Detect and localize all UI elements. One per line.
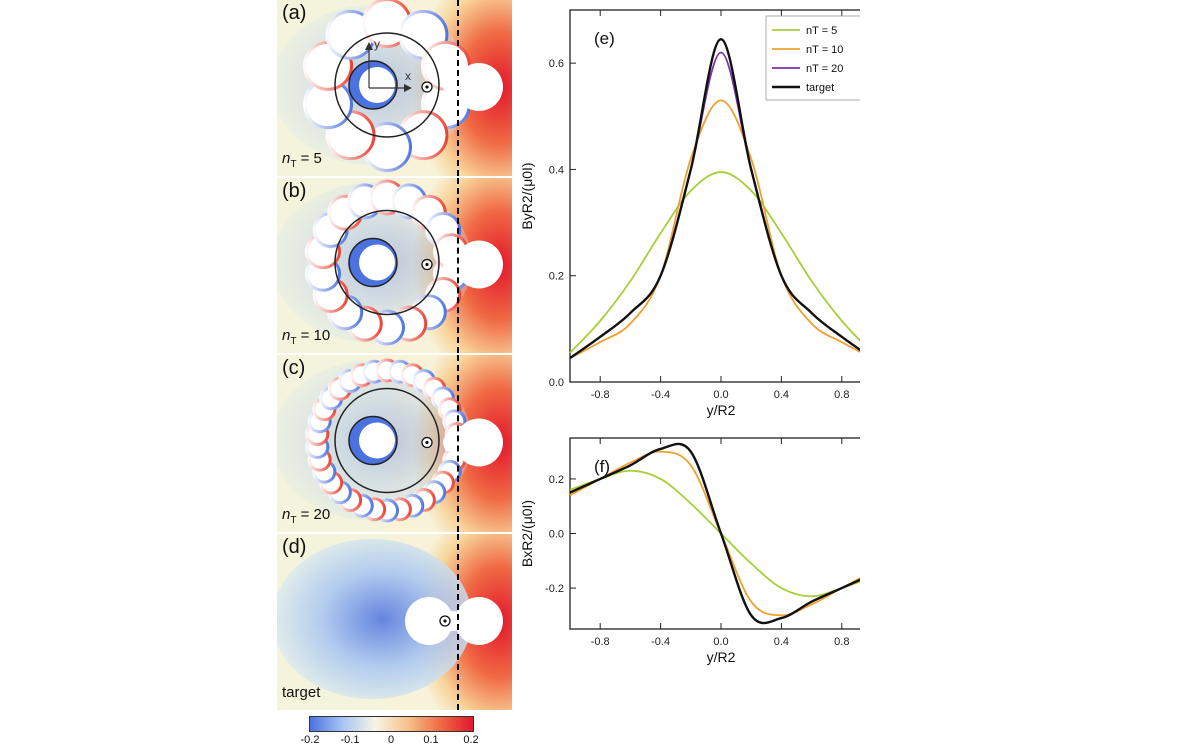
wire-dot-icon: [425, 85, 429, 89]
x-axis-arrow-label: x: [405, 69, 411, 83]
series-line: [569, 442, 860, 625]
field-lobe-core: [306, 82, 351, 127]
field-lobe-core: [401, 113, 446, 158]
field-map-d: [277, 534, 512, 710]
wire-dot-icon: [425, 262, 429, 267]
x-axis-label: y/R2: [707, 649, 736, 665]
dashed-line: [457, 534, 459, 710]
chart-by-profile: -0.8 -0.4 0.0 0.4 0.8 0.0 0.2 0.4 0.6 (e) y/R2 ByR2…: [520, 9, 860, 418]
y-tick-label: 0.6: [549, 58, 564, 70]
x-tick-label: -0.8: [591, 389, 610, 401]
outer-cylinder: [334, 32, 440, 138]
y-tick-label: -0.2: [545, 583, 564, 595]
panel-label: (b): [282, 180, 307, 202]
wire-lobe-left: [405, 597, 453, 645]
x-tick-label: -0.4: [651, 389, 670, 401]
turns-label: nT = 5: [282, 150, 322, 170]
colorbar-tick: 0.1: [423, 734, 439, 746]
x-tick-label: -0.8: [591, 636, 610, 648]
wire-dot-icon: [425, 440, 429, 445]
legend-entry: nT = 10: [806, 44, 843, 56]
panel-c: (c) nT = 20: [277, 355, 512, 532]
inner-cylinder-core: [359, 422, 395, 459]
wire-lobe-right: [455, 597, 503, 645]
colorbar-tick: -0.2: [300, 734, 320, 746]
legend-entry: nT = 5: [806, 25, 837, 37]
colorbar: [309, 716, 474, 732]
y-tick-label: 0.0: [549, 377, 564, 389]
x-tick-label: 0.8: [834, 389, 849, 401]
x-tick-label: 0.0: [713, 389, 728, 401]
colorbar-tick: -0.1: [340, 734, 360, 746]
panel-label: (d): [282, 536, 307, 558]
wire-neck: [443, 254, 463, 275]
panel-label: (c): [282, 357, 306, 379]
wire-neck: [443, 77, 463, 97]
legend-entry: nT = 20: [806, 63, 843, 75]
x-axis-label: y/R2: [707, 402, 736, 418]
x-tick-label: 0.4: [774, 389, 789, 401]
field-map-a: yx: [277, 0, 512, 176]
colorbar-tick: 0: [387, 734, 395, 746]
panel-label: (a): [282, 2, 307, 24]
wire-dot-icon: [443, 619, 447, 623]
panel-label: (f): [594, 457, 610, 476]
inner-cylinder-core: [359, 244, 395, 281]
series-line: [569, 38, 860, 360]
turns-label: nT = 20: [282, 506, 331, 526]
y-tick-label: 0.2: [549, 271, 564, 283]
y-arrowhead-icon: [365, 42, 373, 50]
legend-entry: target: [806, 82, 834, 94]
colorbar-tick: 0.2: [463, 734, 479, 746]
y-tick-label: 0.4: [549, 164, 564, 176]
panel-label: (e): [594, 29, 615, 48]
field-lobe-core: [328, 12, 373, 57]
x-tick-label: 0.8: [834, 636, 849, 648]
outer-cylinder: [334, 387, 440, 494]
dashed-line: [457, 355, 459, 532]
y-tick-label: 0.0: [549, 529, 564, 541]
x-tick-label: 0.4: [774, 636, 789, 648]
panel-d: (d) target: [277, 534, 512, 710]
series-line: [569, 171, 860, 354]
x-tick-label: -0.4: [651, 636, 670, 648]
inner-cylinder-core: [359, 67, 395, 103]
y-axis-label: ByR2/(μ0I): [520, 162, 535, 229]
turns-label: nT = 10: [282, 327, 331, 347]
dashed-line: [457, 0, 459, 176]
x-arrowhead-icon: [404, 84, 412, 92]
wire-lobe-right: [455, 63, 503, 111]
y-axis-label: BxR2/(μ0I): [520, 500, 535, 567]
target-label: target: [282, 684, 321, 701]
field-negative-region: [277, 539, 472, 699]
panel-b: (b) nT = 10: [277, 178, 512, 353]
field-map-c: [277, 355, 512, 532]
y-axis-arrow-label: y: [374, 37, 380, 51]
field-lobe-core: [423, 43, 468, 88]
outer-cylinder: [334, 209, 440, 316]
series-line: [569, 99, 860, 359]
dashed-line: [457, 178, 459, 353]
y-tick-label: 0.2: [549, 474, 564, 486]
x-tick-label: 0.0: [713, 636, 728, 648]
wire-lobe-right: [455, 418, 503, 467]
wire-neck: [443, 432, 463, 453]
wire-lobe-right: [455, 240, 503, 289]
field-map-b: [277, 178, 512, 353]
chart-bx-profile: -0.8 -0.4 0.0 0.4 0.8 -0.2 0.0 0.2 (f) y/R2 BxR2/(…: [520, 437, 860, 665]
